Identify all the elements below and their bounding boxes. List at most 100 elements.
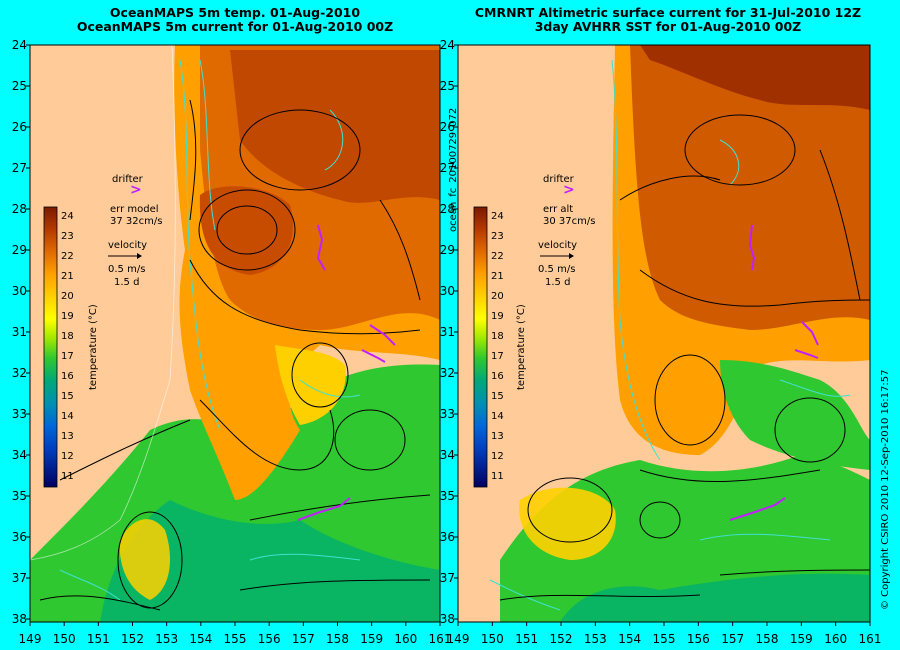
left-velocity-arrow bbox=[108, 253, 142, 259]
right-colorbar-tick-label: 24 bbox=[491, 211, 504, 222]
left-colorbar-tick-label: 17 bbox=[61, 351, 74, 362]
left-latitude-tick-label: 30 bbox=[12, 284, 27, 298]
right-latitude-tick-label: 36 bbox=[440, 530, 455, 544]
left-longitude-tick-label: 155 bbox=[224, 632, 247, 646]
left-colorbar-tick-label: 18 bbox=[61, 331, 74, 342]
right-colorbar-tick-label: 12 bbox=[491, 451, 504, 462]
left-colorbar bbox=[43, 206, 58, 488]
right-latitude-tick-label: 25 bbox=[440, 79, 455, 93]
left-longitude-tick-label: 156 bbox=[258, 632, 281, 646]
right-map-panel bbox=[458, 45, 870, 622]
left-drifter-label: drifter bbox=[112, 174, 144, 185]
left-colorbar-tick-label: 11 bbox=[61, 471, 74, 482]
right-colorbar-tick-label: 13 bbox=[491, 431, 504, 442]
right-latitude-tick-label: 34 bbox=[440, 448, 455, 462]
right-longitude-tick-label: 151 bbox=[515, 632, 538, 646]
left-longitude-tick-label: 151 bbox=[87, 632, 110, 646]
left-err-value: 37 32cm/s bbox=[110, 216, 162, 227]
right-colorbar-tick-label: 21 bbox=[491, 271, 504, 282]
right-longitude-tick-label: 161 bbox=[859, 632, 882, 646]
left-latitude-tick-label: 33 bbox=[12, 407, 27, 421]
right-longitude-tick-label: 158 bbox=[756, 632, 779, 646]
left-map-panel bbox=[30, 45, 440, 622]
right-longitude-tick-label: 159 bbox=[790, 632, 813, 646]
right-colorbar-tick-label: 19 bbox=[491, 311, 504, 322]
left-colorbar-tick-label: 13 bbox=[61, 431, 74, 442]
right-drifter-label: drifter bbox=[543, 174, 575, 185]
right-longitude-tick-label: 155 bbox=[653, 632, 676, 646]
left-colorbar-tick-label: 21 bbox=[61, 271, 74, 282]
left-colorbar-tick-label: 20 bbox=[61, 291, 74, 302]
right-latitude-tick-label: 35 bbox=[440, 489, 455, 503]
right-colorbar-tick-label: 18 bbox=[491, 331, 504, 342]
left-latitude-tick-label: 29 bbox=[12, 243, 27, 257]
left-colorbar-tick-label: 19 bbox=[61, 311, 74, 322]
left-longitude-tick-label: 157 bbox=[292, 632, 315, 646]
right-latitude-tick-label: 29 bbox=[440, 243, 455, 257]
left-colorbar-tick-label: 24 bbox=[61, 211, 74, 222]
copyright-label: © Copyright CSIRO 2010 12-Sep-2010 16:17… bbox=[880, 370, 891, 610]
right-latitude-tick-label: 27 bbox=[440, 161, 455, 175]
left-longitude-tick-label: 154 bbox=[189, 632, 212, 646]
right-colorbar-tick-label: 17 bbox=[491, 351, 504, 362]
right-colorbar-ticks: 24 23 22 21 20 19 18 17 16 15 14 13 12 11 bbox=[491, 211, 504, 482]
right-velocity-time: 1.5 d bbox=[545, 277, 570, 288]
run-id-label: ocean_fc_20100729_072 bbox=[448, 108, 459, 232]
right-colorbar-tick-label: 14 bbox=[491, 411, 504, 422]
left-latitude-tick-label: 27 bbox=[12, 161, 27, 175]
right-latitude-tick-label: 33 bbox=[440, 407, 455, 421]
right-longitude-tick-label: 154 bbox=[618, 632, 641, 646]
left-latitude-tick-label: 38 bbox=[12, 612, 27, 626]
right-latitude-tick-label: 38 bbox=[440, 612, 455, 626]
right-colorbar-tick-label: 11 bbox=[491, 471, 504, 482]
left-latitude-tick-label: 34 bbox=[12, 448, 27, 462]
right-colorbar-tick-label: 16 bbox=[491, 371, 504, 382]
right-panel-title: CMRNRT Altimetric surface current for 31… bbox=[474, 5, 862, 34]
right-latitude-tick-label: 24 bbox=[440, 38, 455, 52]
right-latitude-tick-label: 30 bbox=[440, 284, 455, 298]
right-err-value: 30 37cm/s bbox=[543, 216, 595, 227]
left-latitude-tick-label: 35 bbox=[12, 489, 27, 503]
left-latitude-tick-label: 32 bbox=[12, 366, 27, 380]
left-velocity-label: velocity bbox=[108, 240, 147, 251]
left-longitude-tick-label: 152 bbox=[121, 632, 144, 646]
right-latitude-tick-label: 37 bbox=[440, 571, 455, 585]
left-latitude-tick-label: 24 bbox=[12, 38, 27, 52]
left-latitude-tick-label: 26 bbox=[12, 120, 27, 134]
left-latitude-tick-label: 37 bbox=[12, 571, 27, 585]
left-colorbar-tick-label: 12 bbox=[61, 451, 74, 462]
right-colorbar-tick-label: 20 bbox=[491, 291, 504, 302]
right-velocity-label: velocity bbox=[538, 240, 577, 251]
left-longitude-tick-label: 158 bbox=[326, 632, 349, 646]
left-latitude-tick-label: 28 bbox=[12, 202, 27, 216]
left-velocity-scale: 0.5 m/s bbox=[108, 264, 145, 275]
right-velocity-arrow bbox=[540, 253, 574, 259]
right-longitude-tick-label: 149 bbox=[447, 632, 470, 646]
left-latitude-tick-label: 36 bbox=[12, 530, 27, 544]
left-colorbar-tick-label: 23 bbox=[61, 231, 74, 242]
left-latitude-tick-label: 25 bbox=[12, 79, 27, 93]
left-panel-title: OceanMAPS 5m temp. 01-Aug-2010 OceanMAPS… bbox=[76, 5, 394, 34]
left-colorbar-tick-label: 15 bbox=[61, 391, 74, 402]
right-colorbar bbox=[473, 206, 488, 488]
right-longitude-tick-label: 152 bbox=[550, 632, 573, 646]
right-latitude-tick-label: 32 bbox=[440, 366, 455, 380]
left-colorbar-tick-label: 16 bbox=[61, 371, 74, 382]
left-colorbar-ticks: 24 23 22 21 20 19 18 17 16 15 14 13 12 11 bbox=[61, 211, 74, 482]
left-longitude-tick-label: 161 bbox=[429, 632, 452, 646]
left-longitude-tick-label: 160 bbox=[394, 632, 417, 646]
right-latitude-tick-label: 31 bbox=[440, 325, 455, 339]
right-colorbar-tick-label: 15 bbox=[491, 391, 504, 402]
right-longitude-tick-label: 153 bbox=[584, 632, 607, 646]
right-err-label: err alt bbox=[543, 204, 573, 215]
right-longitude-tick-label: 150 bbox=[481, 632, 504, 646]
left-longitude-tick-label: 150 bbox=[53, 632, 76, 646]
right-colorbar-label: temperature (°C) bbox=[516, 304, 527, 390]
right-colorbar-tick-label: 23 bbox=[491, 231, 504, 242]
right-latitude-tick-label: 28 bbox=[440, 202, 455, 216]
left-colorbar-tick-label: 14 bbox=[61, 411, 74, 422]
left-longitude-tick-label: 159 bbox=[360, 632, 383, 646]
left-err-label: err model bbox=[110, 204, 159, 215]
left-velocity-time: 1.5 d bbox=[114, 277, 139, 288]
right-longitude-ticks: 149 150 151 152 153 154 155 156 157 158 159 160 161 bbox=[447, 622, 882, 646]
